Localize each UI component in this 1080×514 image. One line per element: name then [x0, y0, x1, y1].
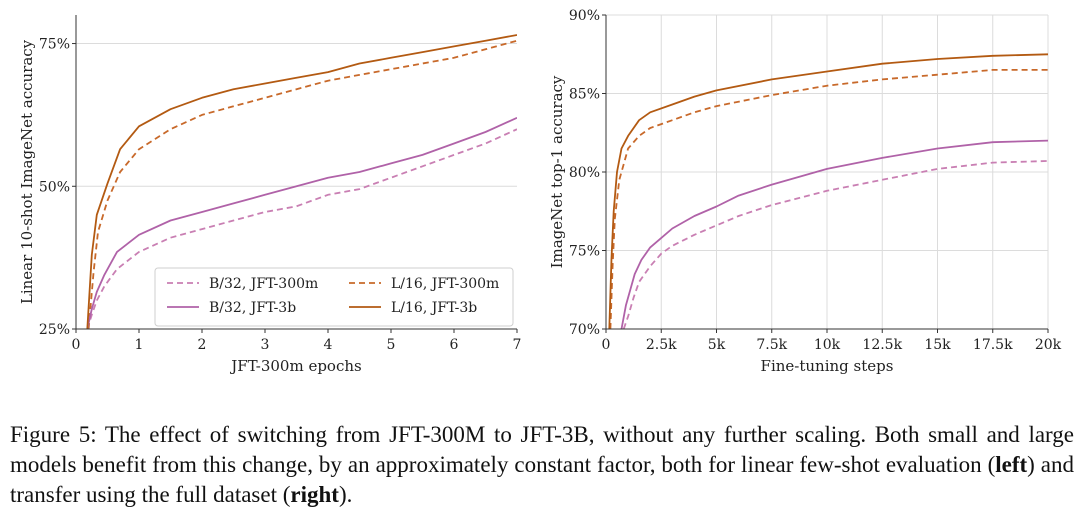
caption-text-3: ).	[338, 482, 353, 507]
c1-x-tick-label-4: 10k	[814, 337, 841, 353]
c1-y-tick-label-1: 75%	[569, 244, 600, 260]
c1-series-line-2	[620, 139, 1048, 329]
c0-x-tick-label-7: 7	[513, 337, 522, 353]
c1-x-axis-label: Fine-tuning steps	[761, 357, 894, 375]
figure-caption: Figure 5: The effect of switching from J…	[10, 420, 1074, 510]
c0-y-tick-label-0: 25%	[39, 322, 70, 338]
c0-y-axis-label: Linear 10-shot ImageNet accuracy	[18, 39, 36, 304]
c1-y-axis-label: ImageNet top-1 accuracy	[548, 75, 566, 268]
c0-legend-label-3: L/16, JFT-3b	[391, 300, 477, 316]
c1-y-tick-label-2: 80%	[569, 165, 600, 181]
caption-bold-left: left	[995, 452, 1028, 477]
c0-x-axis-label: JFT-300m epochs	[229, 357, 361, 375]
c1-y-tick-label-3: 85%	[569, 87, 600, 103]
c0-y-tick-label-1: 50%	[39, 179, 70, 195]
c0-x-tick-label-0: 0	[72, 337, 81, 353]
caption-text-2: ) and transfer using the full dataset (	[10, 452, 1075, 507]
c0-x-tick-label-1: 1	[135, 337, 144, 353]
c0-x-tick-label-4: 4	[324, 337, 333, 353]
c1-x-tick-label-8: 20k	[1035, 337, 1062, 353]
c0-x-tick-label-5: 5	[387, 337, 396, 353]
caption-bold-right: right	[290, 482, 339, 507]
c0-series-line-1	[87, 39, 517, 329]
c0-legend-label-0: B/32, JFT-300m	[209, 276, 318, 292]
c1-series-line-3	[608, 53, 1048, 329]
figure: 0 1 2 3 4 5 6 7 25% 50% 75% JFT-300m epochs Linear 1…	[18, 8, 1062, 375]
c1-y-tick-label-0: 70%	[569, 322, 600, 338]
caption-text-1: Figure 5: The effect of switching from J…	[10, 422, 1074, 477]
c1-y-tick-label-4: 90%	[569, 8, 600, 24]
c0-legend-label-1: L/16, JFT-300m	[391, 276, 499, 292]
c0-x-tick-label-3: 3	[261, 337, 270, 353]
c0-legend-label-2: B/32, JFT-3b	[209, 300, 296, 316]
c0-legend-box	[154, 267, 514, 327]
c1-x-tick-label-3: 7.5k	[756, 337, 787, 353]
c0-series-line-3	[86, 34, 517, 329]
c1-x-tick-label-2: 5k	[708, 337, 726, 353]
c0-y-tick-label-2: 75%	[39, 37, 70, 53]
c1-series-line-1	[609, 69, 1048, 329]
c1-x-tick-label-0: 0	[602, 337, 611, 353]
c0-series-line-2	[86, 116, 517, 329]
c0-series-line-0	[86, 128, 517, 329]
c0-x-tick-label-2: 2	[198, 337, 207, 353]
c1-x-tick-label-6: 15k	[924, 337, 951, 353]
c1-series-line-0	[622, 160, 1048, 329]
c1-x-tick-label-1: 2.5k	[646, 337, 677, 353]
c0-x-tick-label-6: 6	[450, 337, 459, 353]
c1-x-tick-label-5: 12.5k	[862, 337, 902, 353]
c1-x-tick-label-7: 17.5k	[973, 337, 1013, 353]
